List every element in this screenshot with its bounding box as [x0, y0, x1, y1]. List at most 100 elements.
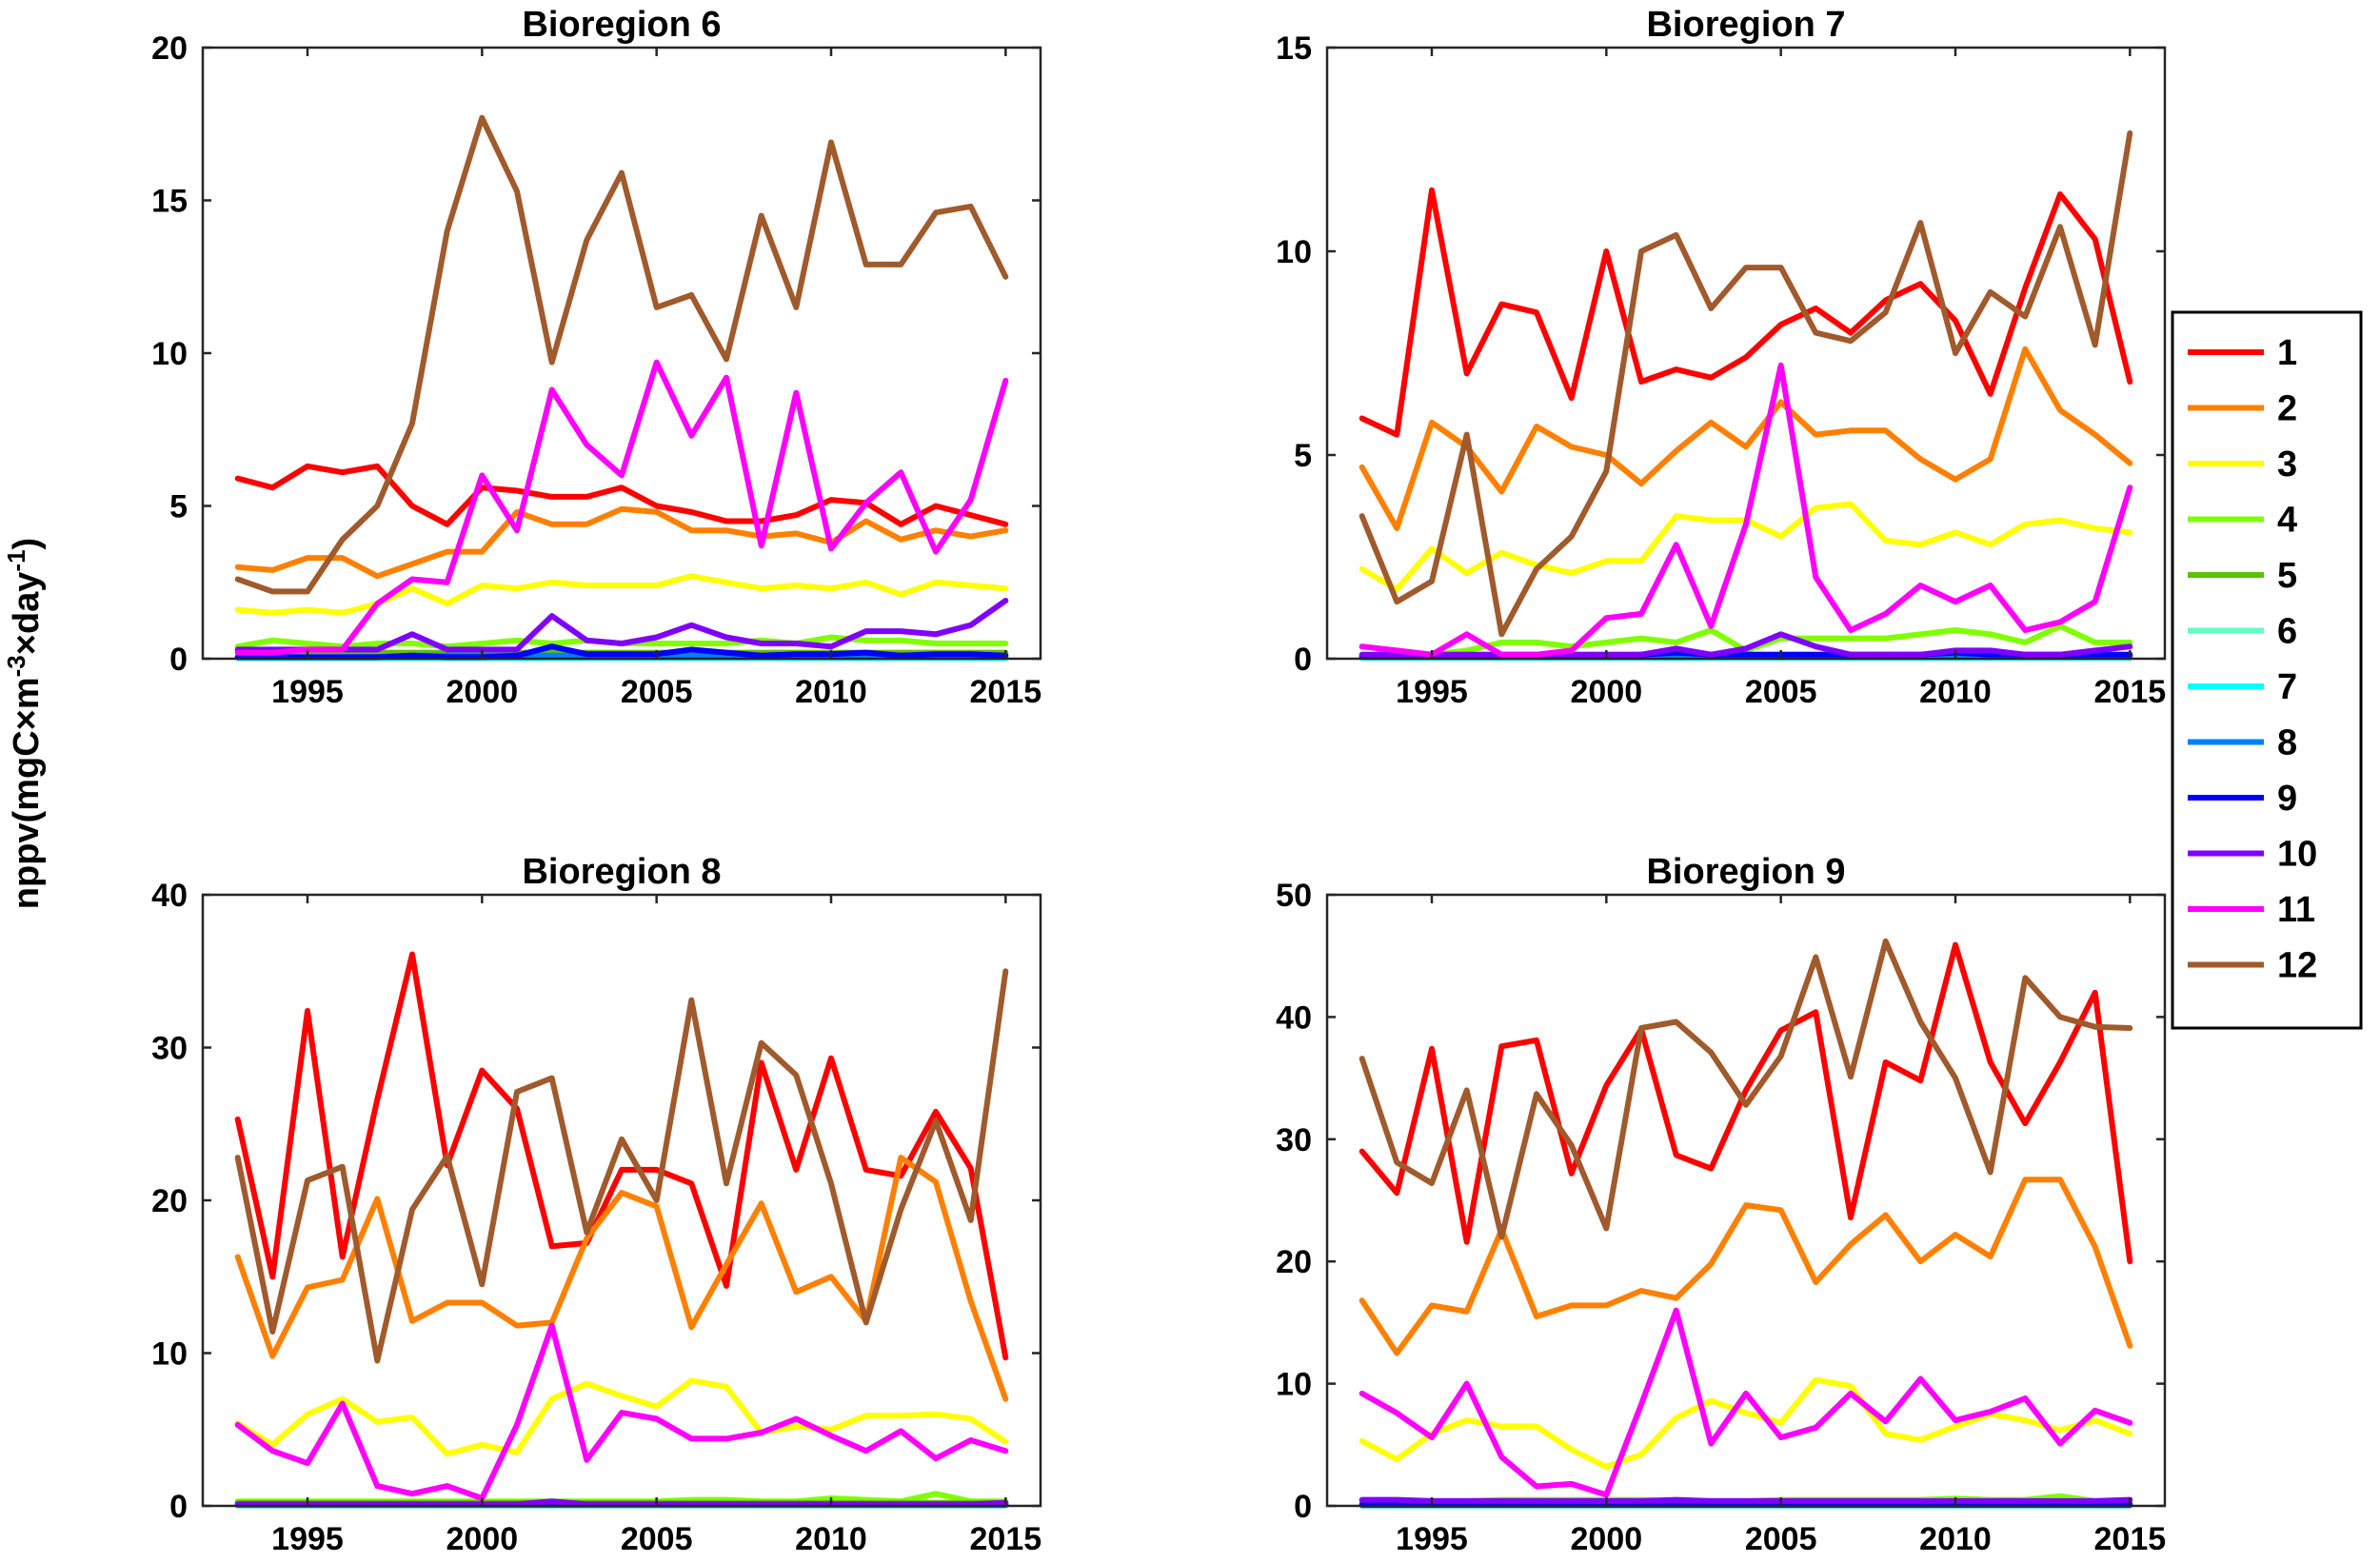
series-line-3 — [234, 573, 1009, 616]
series-line-1 — [1359, 941, 2133, 1265]
y-tick-label: 15 — [1276, 30, 1312, 67]
y-tick-label: 10 — [151, 1336, 188, 1373]
plot-area — [1327, 895, 2165, 1506]
x-tick-label: 2005 — [1745, 674, 1817, 710]
y-tick-label: 30 — [1276, 1122, 1312, 1158]
series-line-1 — [234, 951, 1009, 1361]
legend-label: 1 — [2277, 333, 2297, 373]
legend-label: 7 — [2277, 667, 2297, 707]
y-tick-label: 30 — [151, 1031, 188, 1067]
legend-item-1: 1 — [2188, 333, 2297, 373]
y-tick-label: 10 — [151, 336, 188, 372]
series-line-12 — [1359, 129, 2133, 638]
y-tick-label: 10 — [1276, 1367, 1312, 1403]
legend-item-4: 4 — [2188, 501, 2297, 541]
series-line-1 — [1359, 187, 2133, 438]
x-tick-label: 2005 — [621, 1521, 693, 1557]
series-line-11 — [234, 1322, 1009, 1501]
legend-item-5: 5 — [2188, 556, 2297, 596]
legend-label: 12 — [2277, 946, 2317, 986]
y-tick-label: 0 — [169, 642, 188, 678]
x-tick-label: 2005 — [1745, 1521, 1817, 1557]
y-axis-label: nppv(mgC×m-3×day-1) — [2, 538, 47, 909]
x-tick-label: 2000 — [1571, 1521, 1643, 1557]
legend-item-9: 9 — [2188, 779, 2297, 819]
y-tick-label: 0 — [169, 1489, 188, 1525]
series-line-9 — [234, 643, 1009, 661]
x-tick-label: 1995 — [271, 1521, 344, 1557]
x-tick-label: 2005 — [621, 674, 693, 710]
plot-area — [1327, 48, 2165, 659]
legend-label: 5 — [2277, 556, 2297, 596]
series-line-10 — [1359, 1496, 2133, 1504]
y-tick-label: 20 — [151, 30, 188, 67]
x-tick-label: 1995 — [1396, 1521, 1468, 1557]
series-line-12 — [234, 968, 1009, 1364]
plot-area — [203, 48, 1041, 659]
panel-1: 1995 2000 2005 2010 2015 0 5 10 15 Bioregion 7 — [1276, 5, 2167, 710]
legend-item-11: 11 — [2188, 890, 2315, 930]
legend-item-8: 8 — [2188, 723, 2297, 763]
series-line-3 — [1359, 1376, 2133, 1470]
y-tick-label: 15 — [151, 184, 188, 220]
panel-3: 1995 2000 2005 2010 2015 0 10 20 30 40 50 Bioregion… — [1276, 852, 2167, 1557]
y-tick-label: 20 — [151, 1183, 188, 1219]
x-tick-label: 2010 — [1919, 674, 1992, 710]
panel-2: 1995 2000 2005 2010 2015 0 10 20 30 40 Bioregion 8 — [151, 852, 1042, 1557]
x-tick-label: 2010 — [795, 1521, 867, 1557]
legend-label: 10 — [2277, 835, 2317, 875]
legend-label: 6 — [2277, 612, 2297, 652]
y-tick-label: 0 — [1294, 1489, 1312, 1525]
legend-item-3: 3 — [2188, 445, 2297, 485]
panel-0: 1995 2000 2005 2010 2015 0 5 10 15 20 Bioregion 6 — [151, 5, 1042, 710]
x-tick-label: 2000 — [446, 674, 519, 710]
series-line-10 — [234, 598, 1009, 653]
y-tick-label: 5 — [169, 489, 188, 525]
series-line-2 — [1359, 346, 2133, 531]
x-tick-label: 2010 — [795, 674, 867, 710]
series-line-11 — [234, 359, 1009, 656]
series-line-12 — [1359, 938, 2133, 1240]
legend-box — [2171, 310, 2363, 1030]
y-tick-label: 40 — [151, 878, 188, 914]
panel-title: Bioregion 8 — [522, 852, 721, 892]
x-tick-label: 1995 — [271, 674, 344, 710]
series-line-11 — [1359, 362, 2133, 658]
legend-item-2: 2 — [2188, 389, 2297, 429]
x-tick-label: 2015 — [970, 1521, 1042, 1557]
series-line-3 — [234, 1377, 1009, 1457]
panel-title: Bioregion 9 — [1646, 852, 1845, 892]
legend-label: 8 — [2277, 723, 2297, 763]
y-tick-label: 40 — [1276, 999, 1312, 1036]
panel-title: Bioregion 7 — [1646, 5, 1845, 45]
legend-label: 4 — [2277, 501, 2297, 541]
x-tick-label: 2015 — [2094, 674, 2167, 710]
legend-item-7: 7 — [2188, 667, 2297, 707]
series-line-11 — [1359, 1307, 2133, 1498]
legend-label: 2 — [2277, 389, 2297, 429]
y-tick-label: 0 — [1294, 642, 1312, 678]
series-line-2 — [1359, 1177, 2133, 1356]
series-line-10 — [234, 1498, 1009, 1508]
panel-title: Bioregion 6 — [522, 5, 721, 45]
legend-label: 3 — [2277, 445, 2297, 485]
x-tick-label: 2015 — [970, 674, 1042, 710]
x-tick-label: 2010 — [1919, 1521, 1992, 1557]
series-line-1 — [234, 463, 1009, 527]
series-line-12 — [234, 114, 1009, 595]
series-line-2 — [234, 505, 1009, 580]
x-tick-label: 2000 — [1571, 674, 1643, 710]
x-tick-label: 2015 — [2094, 1521, 2167, 1557]
y-tick-label: 20 — [1276, 1244, 1312, 1280]
series-lines — [234, 114, 1009, 662]
legend-item-12: 12 — [2188, 946, 2317, 986]
series-line-2 — [234, 1155, 1009, 1402]
y-tick-label: 50 — [1276, 878, 1312, 914]
legend-item-10: 10 — [2188, 835, 2317, 875]
x-tick-label: 1995 — [1396, 674, 1468, 710]
y-tick-label: 5 — [1294, 438, 1312, 474]
x-tick-label: 2000 — [446, 1521, 519, 1557]
